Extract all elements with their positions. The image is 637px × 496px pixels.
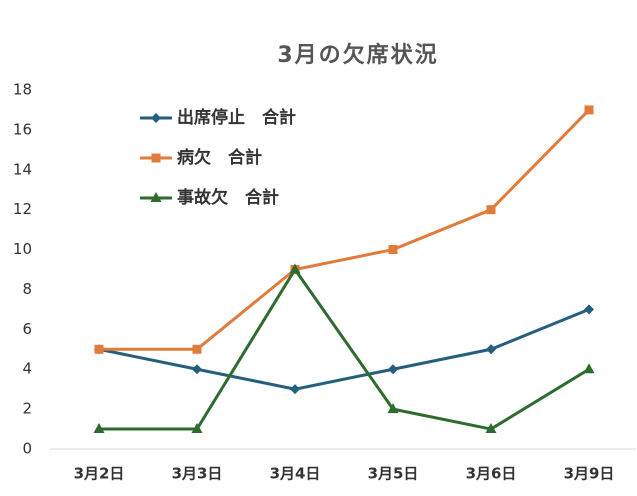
marker: [290, 384, 300, 395]
series-line: [99, 266, 590, 431]
legend-label: 事故欠 合計: [177, 187, 279, 208]
y-tick-label: 6: [22, 320, 32, 338]
legend-marker: [150, 192, 162, 202]
marker: [388, 364, 398, 375]
y-tick-label: 4: [22, 360, 32, 378]
marker: [93, 423, 105, 434]
y-tick-label: 14: [13, 160, 32, 178]
x-tick-label: 3月9日: [564, 465, 615, 483]
marker: [192, 344, 202, 354]
legend-marker: [151, 113, 161, 123]
series-line: [99, 108, 591, 351]
marker: [289, 263, 301, 274]
x-tick-label: 3月3日: [172, 465, 223, 483]
marker: [388, 245, 398, 255]
marker: [584, 304, 594, 315]
marker: [387, 403, 399, 414]
y-tick-label: 2: [22, 400, 32, 418]
marker: [486, 205, 496, 215]
y-tick-label: 12: [13, 200, 32, 218]
legend-marker: [151, 153, 161, 163]
y-tick-label: 0: [22, 440, 32, 458]
legend-label: 病欠 合計: [177, 147, 262, 168]
marker: [584, 105, 594, 115]
legend-label: 出席停止 合計: [177, 107, 296, 128]
x-tick-label: 3月5日: [368, 465, 419, 483]
y-tick-label: 16: [13, 120, 32, 138]
x-tick-label: 3月6日: [466, 465, 517, 483]
y-tick-label: 10: [13, 240, 32, 258]
series-line: [98, 307, 590, 391]
marker: [485, 423, 497, 434]
marker: [583, 363, 595, 374]
y-tick-label: 18: [13, 81, 32, 99]
chart-title: 3月の欠席状況: [277, 42, 438, 68]
x-tick-label: 3月4日: [270, 465, 321, 483]
x-tick-label: 3月2日: [74, 465, 125, 483]
marker: [94, 344, 104, 354]
marker: [486, 344, 496, 355]
marker: [191, 423, 203, 434]
marker: [192, 364, 202, 375]
y-tick-label: 8: [22, 280, 32, 298]
